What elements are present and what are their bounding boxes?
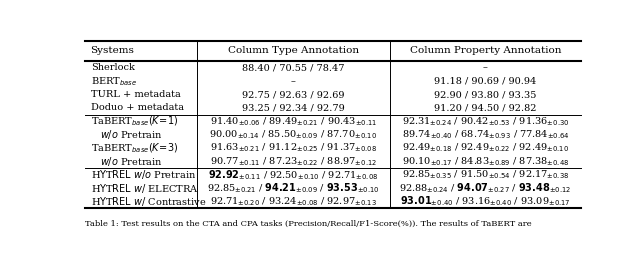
- Text: $\mathit{w/o}$ Pretrain: $\mathit{w/o}$ Pretrain: [100, 155, 163, 168]
- Text: 92.85$_{\pm0.35}$ / 91.50$_{\pm0.54}$ / 92.17$_{\pm0.38}$: 92.85$_{\pm0.35}$ / 91.50$_{\pm0.54}$ / …: [402, 168, 569, 181]
- Text: TaBERT$_{\mathit{base}}$$(\mathit{K\!=\!1})$: TaBERT$_{\mathit{base}}$$(\mathit{K\!=\!…: [91, 114, 178, 128]
- Text: 92.90 / 93.80 / 93.35: 92.90 / 93.80 / 93.35: [435, 90, 537, 99]
- Text: Column Property Annotation: Column Property Annotation: [410, 46, 561, 56]
- Text: 92.85$_{\pm0.21}$ / $\mathbf{94.21}$$_{\pm0.09}$ / $\mathbf{93.53}$$_{\pm0.10}$: 92.85$_{\pm0.21}$ / $\mathbf{94.21}$$_{\…: [207, 181, 380, 195]
- Text: 91.20 / 94.50 / 92.82: 91.20 / 94.50 / 92.82: [434, 103, 537, 112]
- Text: 91.40$_{\pm0.06}$ / 89.49$_{\pm0.21}$ / 90.43$_{\pm0.11}$: 91.40$_{\pm0.06}$ / 89.49$_{\pm0.21}$ / …: [210, 115, 377, 128]
- Text: 90.77$_{\pm0.11}$ / 87.23$_{\pm0.22}$ / 88.97$_{\pm0.12}$: 90.77$_{\pm0.11}$ / 87.23$_{\pm0.22}$ / …: [210, 155, 377, 168]
- Text: Column Type Annotation: Column Type Annotation: [228, 46, 359, 56]
- Text: 91.63$_{\pm0.21}$ / 91.12$_{\pm0.25}$ / 91.37$_{\pm0.08}$: 91.63$_{\pm0.21}$ / 91.12$_{\pm0.25}$ / …: [210, 142, 377, 154]
- Text: H$\mathrm{Y}$T$\mathrm{REL}$ $\mathit{w/o}$ Pretrain: H$\mathrm{Y}$T$\mathrm{REL}$ $\mathit{w/…: [91, 168, 196, 181]
- Text: TURL + metadata: TURL + metadata: [91, 90, 180, 99]
- Text: $\mathbf{92.92}$$_{\pm0.11}$ / 92.50$_{\pm0.10}$ / 92.71$_{\pm0.08}$: $\mathbf{92.92}$$_{\pm0.11}$ / 92.50$_{\…: [208, 168, 378, 182]
- Text: $\mathit{w/o}$ Pretrain: $\mathit{w/o}$ Pretrain: [100, 128, 163, 141]
- Text: Sherlock: Sherlock: [91, 63, 135, 72]
- Text: H$\mathrm{Y}$T$\mathrm{REL}$ $\mathit{w/}$ Contrastive: H$\mathrm{Y}$T$\mathrm{REL}$ $\mathit{w/…: [91, 195, 207, 208]
- Text: 93.25 / 92.34 / 92.79: 93.25 / 92.34 / 92.79: [242, 103, 345, 112]
- Text: TaBERT$_{\mathit{base}}$$(\mathit{K\!=\!3})$: TaBERT$_{\mathit{base}}$$(\mathit{K\!=\!…: [91, 141, 178, 155]
- Text: –: –: [291, 77, 296, 86]
- Text: 91.18 / 90.69 / 90.94: 91.18 / 90.69 / 90.94: [435, 77, 536, 86]
- Text: H$\mathrm{Y}$T$\mathrm{REL}$ $\mathit{w/}$ ELECTRA: H$\mathrm{Y}$T$\mathrm{REL}$ $\mathit{w/…: [91, 182, 199, 195]
- Text: 89.74$_{\pm0.40}$ / 68.74$_{\pm0.93}$ / 77.84$_{\pm0.64}$: 89.74$_{\pm0.40}$ / 68.74$_{\pm0.93}$ / …: [402, 128, 570, 141]
- Text: Doduo + metadata: Doduo + metadata: [91, 103, 184, 112]
- Text: Table 1: Test results on the CTA and CPA tasks (Precision/Recall/F1-Score(%)). T: Table 1: Test results on the CTA and CPA…: [85, 220, 532, 228]
- Text: $\mathbf{93.01}$$_{\pm0.40}$ / 93.16$_{\pm0.40}$ / 93.09$_{\pm0.17}$: $\mathbf{93.01}$$_{\pm0.40}$ / 93.16$_{\…: [400, 195, 571, 208]
- Text: –: –: [483, 63, 488, 72]
- Text: 92.75 / 92.63 / 92.69: 92.75 / 92.63 / 92.69: [242, 90, 344, 99]
- Text: 92.88$_{\pm0.24}$ / $\mathbf{94.07}$$_{\pm0.27}$ / $\mathbf{93.48}$$_{\pm0.12}$: 92.88$_{\pm0.24}$ / $\mathbf{94.07}$$_{\…: [399, 181, 572, 195]
- Text: BERT$_{\mathit{base}}$: BERT$_{\mathit{base}}$: [91, 75, 137, 88]
- Text: 92.31$_{\pm0.24}$ / 90.42$_{\pm0.53}$ / 91.36$_{\pm0.30}$: 92.31$_{\pm0.24}$ / 90.42$_{\pm0.53}$ / …: [402, 115, 569, 128]
- Text: 88.40 / 70.55 / 78.47: 88.40 / 70.55 / 78.47: [242, 63, 344, 72]
- Text: Systems: Systems: [90, 46, 134, 56]
- Text: 92.49$_{\pm0.18}$ / 92.49$_{\pm0.22}$ / 92.49$_{\pm0.10}$: 92.49$_{\pm0.18}$ / 92.49$_{\pm0.22}$ / …: [402, 142, 569, 154]
- Text: 90.00$_{\pm0.14}$ / 85.50$_{\pm0.09}$ / 87.70$_{\pm0.10}$: 90.00$_{\pm0.14}$ / 85.50$_{\pm0.09}$ / …: [209, 128, 377, 141]
- Text: 90.10$_{\pm0.17}$ / 84.83$_{\pm0.89}$ / 87.38$_{\pm0.48}$: 90.10$_{\pm0.17}$ / 84.83$_{\pm0.89}$ / …: [402, 155, 569, 168]
- Text: 92.71$_{\pm0.20}$ / 93.24$_{\pm0.08}$ / 92.97$_{\pm0.13}$: 92.71$_{\pm0.20}$ / 93.24$_{\pm0.08}$ / …: [210, 195, 377, 208]
